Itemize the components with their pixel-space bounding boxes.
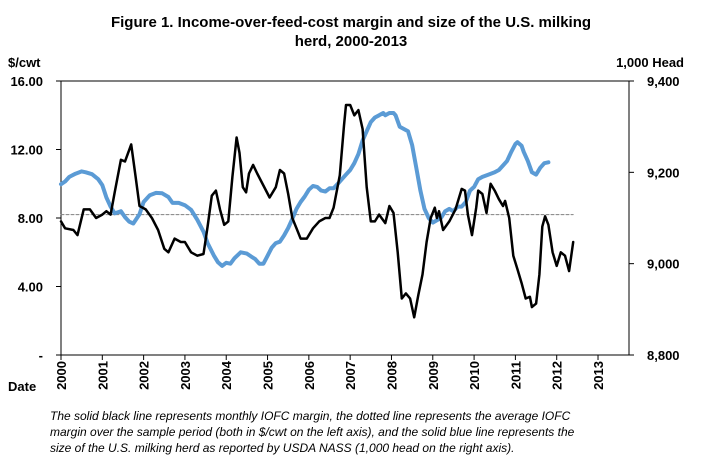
right-axis-label: 1,000 Head bbox=[616, 55, 684, 70]
x-tick-label: 2001 bbox=[95, 361, 110, 390]
x-tick-label: 2007 bbox=[343, 361, 358, 390]
left-axis-label: $/cwt bbox=[8, 55, 41, 70]
x-tick-label: 2008 bbox=[384, 361, 399, 390]
right-tick-label: 8,800 bbox=[647, 348, 680, 363]
caption-line-2: margin over the sample period (both in $… bbox=[50, 425, 575, 439]
x-tick-label: 2003 bbox=[178, 361, 193, 390]
chart-title-line-2: herd, 2000-2013 bbox=[295, 33, 408, 50]
left-tick-label: 12.00 bbox=[10, 143, 43, 158]
left-axis: 16.00 12.00 8.00 4.00 - bbox=[10, 74, 61, 363]
milking-herd-line bbox=[59, 111, 551, 268]
x-tick-label: 2012 bbox=[550, 361, 565, 390]
caption-line-1: The solid black line represents monthly … bbox=[50, 409, 571, 423]
left-tick-label: 4.00 bbox=[18, 280, 43, 295]
left-tick-label: 16.00 bbox=[10, 74, 43, 89]
left-tick-label: 8.00 bbox=[18, 211, 43, 226]
x-tick-label: 2000 bbox=[54, 361, 69, 390]
chart-title-line-1: Figure 1. Income-over-feed-cost margin a… bbox=[111, 14, 591, 31]
x-tick-label: 2010 bbox=[467, 361, 482, 390]
x-tick-label: 2011 bbox=[508, 361, 523, 389]
left-tick-label: - bbox=[39, 348, 43, 363]
x-axis: 2000 2001 2002 2003 2004 2005 2006 2007 2008 2009… bbox=[54, 355, 606, 390]
right-tick-label: 9,400 bbox=[647, 74, 680, 89]
x-tick-label: 2004 bbox=[219, 360, 234, 390]
right-tick-label: 9,000 bbox=[647, 257, 680, 272]
caption-line-3: size of the U.S. milking herd as reporte… bbox=[50, 441, 514, 455]
x-axis-label: Date bbox=[8, 379, 36, 394]
x-tick-label: 2006 bbox=[302, 361, 317, 390]
x-tick-label: 2013 bbox=[591, 361, 606, 390]
x-tick-label: 2009 bbox=[426, 361, 441, 390]
iofc-margin-line bbox=[59, 103, 575, 319]
x-tick-label: 2005 bbox=[261, 361, 276, 390]
right-tick-label: 9,200 bbox=[647, 165, 680, 180]
right-axis: 9,400 9,200 9,000 8,800 bbox=[629, 74, 680, 363]
series-layer bbox=[59, 103, 575, 319]
x-tick-label: 2002 bbox=[137, 361, 152, 390]
